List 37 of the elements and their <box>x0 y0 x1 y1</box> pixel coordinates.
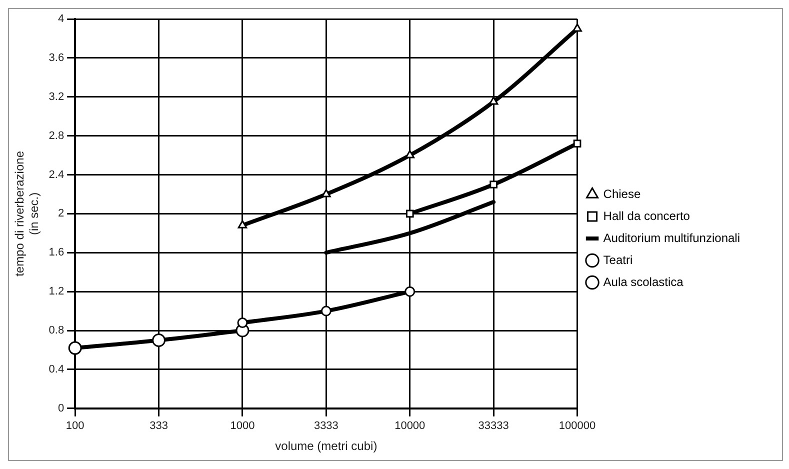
x-tick-label: 33333 <box>478 420 509 432</box>
point <box>573 140 582 148</box>
legend-label: Chiese <box>603 186 641 201</box>
y-tick-label: 2.4 <box>48 168 64 181</box>
legend-label: Auditorium multifunzionali <box>603 230 740 245</box>
legend-label: Hall da concerto <box>603 208 690 223</box>
point <box>406 210 414 218</box>
y-tick-label: 1.6 <box>48 246 64 259</box>
y-tick-label: 0.8 <box>48 324 64 337</box>
x-tick-label: 3333 <box>314 420 338 432</box>
point <box>152 334 166 348</box>
x-axis-title: volume (metri cubi) <box>275 439 378 454</box>
x-tick-label: 100 <box>66 420 84 432</box>
point <box>490 180 498 188</box>
x-tick-label: 10000 <box>394 420 426 432</box>
x-tick-label: 333 <box>150 420 168 432</box>
y-tick-label: 3.2 <box>48 90 64 103</box>
point <box>237 317 248 328</box>
legend-label: Aula scolastica <box>603 274 684 289</box>
point <box>572 23 582 32</box>
point <box>405 150 415 158</box>
x-tick-label: 100000 <box>558 420 596 432</box>
point <box>404 286 416 297</box>
y-tick-label: 3.6 <box>48 52 64 64</box>
y-axis-title: tempo di riverberazione (in sec.) <box>12 150 41 276</box>
point <box>488 96 498 105</box>
y-tick-label: 2 <box>58 208 64 220</box>
point <box>320 306 332 316</box>
legend-label: Teatri <box>603 252 633 267</box>
y-tick-label: 4 <box>58 13 64 26</box>
y-tick-label: 0 <box>58 402 64 414</box>
y-tick-label: 0.4 <box>48 363 64 376</box>
point <box>238 220 248 228</box>
y-tick-label: 2.8 <box>48 130 64 142</box>
point <box>68 341 82 355</box>
y-tick-label: 1.2 <box>48 286 64 298</box>
x-tick-label: 1000 <box>230 420 255 432</box>
